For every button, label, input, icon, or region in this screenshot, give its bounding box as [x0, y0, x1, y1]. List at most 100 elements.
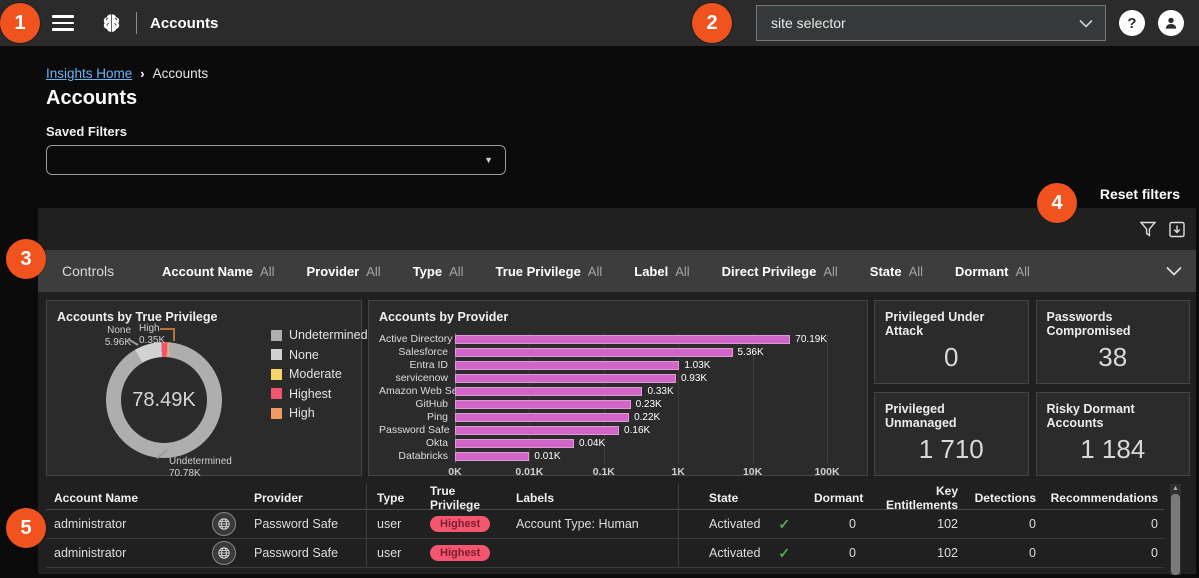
profile-button[interactable]	[1158, 10, 1184, 36]
bar-category-label: Salesforce	[398, 346, 448, 358]
dormant: 0	[849, 517, 856, 531]
filter-direct-privilege[interactable]: Direct Privilege All	[721, 263, 838, 279]
bar-row[interactable]: 1.03K	[455, 359, 827, 372]
bar-chart-title: Accounts by Provider	[379, 310, 509, 324]
detections: 0	[1029, 546, 1036, 560]
bar-row[interactable]: 0.33K	[455, 385, 827, 398]
bar-row[interactable]: 5.36K	[455, 346, 827, 359]
legend-swatch	[271, 388, 282, 399]
state: Activated	[709, 546, 761, 560]
bar-row[interactable]: 0.23K	[455, 398, 827, 411]
saved-filters-dropdown[interactable]: ▼	[46, 145, 506, 175]
x-axis-tick: 100K	[814, 466, 840, 478]
breadcrumb: Insights Home › Accounts	[46, 66, 1199, 81]
chart-accounts-by-provider: Accounts by Provider Active Directory Sal…	[368, 300, 868, 478]
chart-accounts-by-true-privilege: Accounts by True Privilege 78.49K None 5.…	[46, 300, 368, 479]
bar-plot-area: 70.19K 5.36K 1.03K 0.93K 0.33K 0.23K 0.22K 0.16…	[455, 333, 828, 463]
legend-item-none[interactable]: None	[271, 348, 368, 362]
check-icon: ✓	[778, 544, 791, 561]
stat-privileged-unmanaged[interactable]: Privileged Unmanaged 1 710	[874, 392, 1029, 476]
bar-row[interactable]: 0.22K	[455, 411, 827, 424]
bar-fill	[455, 334, 791, 345]
filter-account-name[interactable]: Account Name All	[162, 263, 275, 279]
x-axis-tick: 0.1K	[592, 466, 615, 478]
question-icon: ?	[1127, 14, 1137, 32]
filter-provider[interactable]: Provider All	[306, 263, 381, 279]
bar-value-label: 1.03K	[684, 360, 711, 371]
bar-x-axis: 0K 0.01K 0.1K 1K 10K 100K	[448, 466, 839, 482]
breadcrumb-current: Accounts	[152, 66, 209, 81]
col-dormant: Dormant	[814, 491, 864, 505]
legend-item-moderate[interactable]: Moderate	[271, 367, 368, 381]
page-title: Accounts	[46, 87, 138, 109]
x-axis-tick: 10K	[742, 466, 763, 478]
legend-item-undetermined[interactable]: Undetermined	[271, 328, 368, 342]
bar-fill	[455, 399, 631, 410]
main-panel: Controls Account Name All Provider All Typ…	[38, 208, 1196, 575]
bar-row[interactable]: 0.16K	[455, 424, 827, 437]
stat-value: 1 710	[918, 434, 984, 464]
recommendations: 0	[1151, 546, 1158, 560]
stat-risky-dormant-accounts[interactable]: Risky Dormant Accounts 1 184	[1035, 392, 1190, 476]
bar-category-label: Entra ID	[409, 359, 448, 371]
controls-bar: Controls Account Name All Provider All Typ…	[38, 250, 1196, 292]
dropdown-triangle-icon: ▼	[484, 155, 493, 165]
controls-collapse-chevron-icon[interactable]	[1166, 266, 1182, 276]
filter-funnel-icon[interactable]	[1140, 221, 1156, 238]
panel-toolbar	[38, 208, 1196, 250]
bar-row[interactable]: 0.93K	[455, 372, 827, 385]
gridline	[529, 333, 531, 463]
filter-type[interactable]: Type All	[412, 263, 464, 279]
site-selector-dropdown[interactable]: site selector	[756, 5, 1106, 41]
filter-dormant[interactable]: Dormant All	[955, 263, 1030, 279]
donut-callout-high: High 0.35K	[139, 323, 166, 346]
table-row[interactable]: administrator Password Safe user Highest…	[46, 539, 1164, 568]
filter-state[interactable]: State All	[869, 263, 924, 279]
hamburger-menu-icon[interactable]	[52, 11, 74, 35]
gridline	[678, 333, 680, 463]
key-entitlements: 102	[937, 546, 958, 560]
stat-privileged-under-attack[interactable]: Privileged Under Attack 0	[874, 300, 1029, 384]
scrollbar-thumb[interactable]	[1171, 494, 1180, 575]
provider: Password Safe	[254, 546, 339, 560]
true-privilege-badge: Highest	[430, 545, 491, 561]
bar-value-label: 0.22K	[634, 412, 661, 423]
provider-globe-icon	[212, 541, 236, 565]
stat-cards: Privileged Under Attack 0 Passwords Comp…	[874, 300, 1190, 476]
filter-true-privilege[interactable]: True Privilege All	[495, 263, 603, 279]
breadcrumb-insights-home-link[interactable]: Insights Home	[46, 66, 133, 81]
col-true-privilege: True Privilege	[430, 484, 481, 512]
type: user	[366, 510, 422, 538]
legend-item-high[interactable]: High	[271, 406, 368, 420]
bar-row[interactable]: 70.19K	[455, 333, 827, 346]
bar-value-label: 0.33K	[647, 386, 674, 397]
type: user	[366, 539, 422, 567]
brand-brain-logo-icon[interactable]	[100, 12, 123, 35]
stat-passwords-compromised[interactable]: Passwords Compromised 38	[1035, 300, 1190, 384]
true-privilege-donut[interactable]: 78.49K	[106, 342, 222, 458]
check-icon: ✓	[778, 515, 791, 532]
bar-fill	[455, 412, 630, 423]
download-icon[interactable]	[1169, 221, 1185, 238]
provider: Password Safe	[254, 517, 339, 531]
table-scrollbar[interactable]: ▲	[1170, 484, 1181, 575]
navbar-title: Accounts	[150, 14, 219, 32]
bar-row[interactable]: 0.04K	[455, 437, 827, 450]
filter-label[interactable]: Label All	[634, 263, 690, 279]
bar-category-label: Databricks	[398, 450, 448, 462]
table-header: Account Name Provider Type True Privileg…	[46, 484, 1164, 512]
reset-filters-link[interactable]: Reset filters	[1099, 186, 1180, 202]
donut-chart-title: Accounts by True Privilege	[57, 310, 218, 324]
gridline	[752, 333, 754, 463]
legend-swatch	[271, 329, 282, 341]
bar-row[interactable]: 0.01K	[455, 450, 827, 463]
bar-value-label: 0.23K	[635, 399, 662, 410]
bar-value-label: 0.04K	[579, 438, 606, 449]
table-row[interactable]: administrator Password Safe user Highest…	[46, 510, 1164, 539]
chevron-down-icon	[1079, 19, 1093, 28]
help-button[interactable]: ?	[1119, 10, 1145, 36]
bar-fill	[455, 373, 676, 384]
bar-category-label: servicenow	[395, 372, 448, 384]
legend-item-highest[interactable]: Highest	[271, 387, 368, 401]
scrollbar-up-arrow-icon: ▲	[1172, 485, 1179, 492]
